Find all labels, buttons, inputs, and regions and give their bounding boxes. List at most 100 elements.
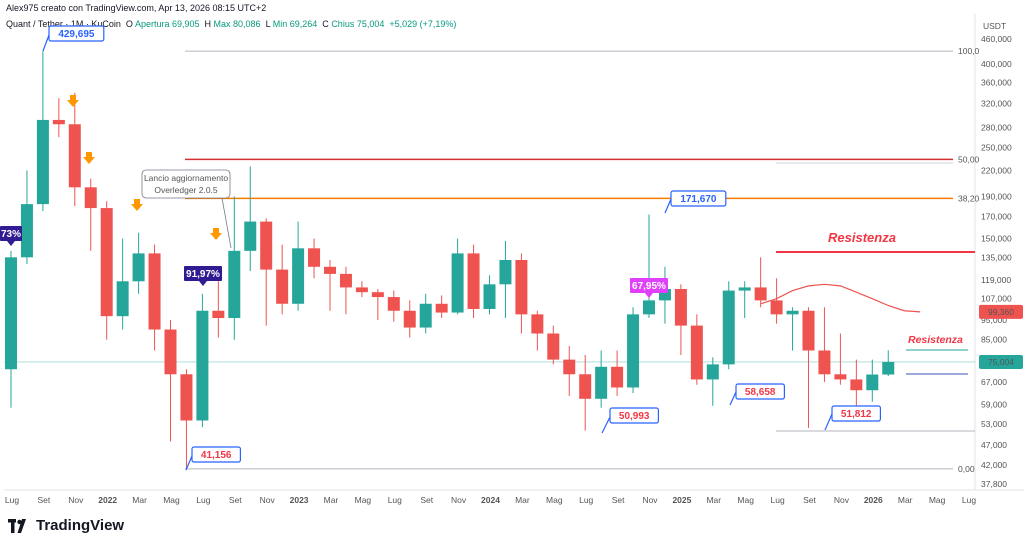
candle-body-53 [850, 379, 863, 391]
candle-13 [212, 281, 225, 338]
price-tick-3: 320,000 [981, 99, 1012, 109]
low-2025b-label-pointer [824, 413, 833, 431]
candle-body-13 [212, 310, 225, 319]
symbol-name: Quant / Tether · 1M · KuCoin [6, 19, 121, 29]
candle-body-37 [595, 366, 608, 399]
fib-label-1: 50,00 [958, 154, 980, 164]
time-tick-15: 2024 [481, 495, 500, 505]
currency-label: USDT [983, 21, 1006, 31]
candle-body-52 [834, 374, 847, 380]
time-tick-3: 2022 [98, 495, 117, 505]
time-tick-6: Lug [196, 495, 210, 505]
time-tick-17: Mag [546, 495, 563, 505]
high-2024-label-text: 171,670 [680, 194, 717, 205]
candle-body-35 [563, 359, 576, 375]
time-tick-24: Lug [771, 495, 785, 505]
price-tick-18: 53,000 [981, 419, 1007, 429]
time-tick-5: Mag [163, 495, 180, 505]
symbol-info-line: Quant / Tether · 1M · KuCoin O Apertura … [6, 19, 456, 29]
price-tick-1: 400,000 [981, 59, 1012, 69]
ath-label-text: 429,695 [58, 29, 95, 40]
current-price-badge-text: 75,004 [988, 357, 1014, 367]
candle-19 [308, 238, 321, 279]
time-tick-14: Nov [451, 495, 467, 505]
low-2025b-label-box [831, 405, 882, 422]
candle-52 [834, 333, 847, 385]
change-value: +5,029 (+7,19%) [389, 19, 457, 29]
down-arrow-3 [210, 228, 222, 240]
price-tick-7: 190,000 [981, 191, 1012, 201]
candle-39 [627, 307, 640, 394]
candle-body-41 [658, 288, 671, 301]
pct-flag-1-box [184, 266, 222, 281]
candle-body-2 [36, 119, 49, 205]
candle-body-21 [339, 273, 352, 288]
candle-45 [722, 281, 735, 370]
time-tick-13: Set [420, 495, 433, 505]
candle-body-36 [579, 374, 592, 399]
pct-flag-0-box [0, 226, 22, 241]
candle-27 [435, 295, 448, 319]
candle-body-55 [882, 361, 895, 375]
candle-11 [180, 369, 193, 469]
note-box-frame [141, 169, 231, 199]
time-tick-23: Mag [737, 495, 754, 505]
candle-18 [292, 221, 305, 311]
candle-body-38 [611, 366, 624, 388]
time-tick-10: Mar [324, 495, 339, 505]
candle-body-10 [164, 329, 177, 375]
candle-body-25 [403, 310, 416, 328]
candle-body-12 [196, 310, 209, 421]
candle-9 [148, 244, 161, 351]
candle-body-34 [547, 333, 560, 360]
time-tick-30: Lug [962, 495, 976, 505]
candle-3 [52, 98, 65, 138]
candle-7 [116, 238, 129, 330]
price-tick-19: 47,000 [981, 440, 1007, 450]
time-tick-4: Mar [132, 495, 147, 505]
low-2022-label-pointer [185, 455, 193, 471]
candle-body-24 [387, 297, 400, 311]
price-tick-13: 95,000 [981, 315, 1007, 325]
candle-body-26 [419, 303, 432, 328]
candle-body-0 [5, 257, 17, 370]
candle-body-27 [435, 303, 448, 313]
candle-23 [371, 288, 384, 320]
time-tick-12: Lug [388, 495, 402, 505]
pct-flag-0-text: 73% [1, 229, 21, 240]
time-tick-21: 2025 [672, 495, 691, 505]
author-line: Alex975 creato con TradingView.com, Apr … [6, 3, 267, 13]
candle-body-28 [451, 253, 464, 313]
low-2025a-label-pointer [729, 391, 737, 406]
high-value: Max 80,086 [213, 19, 261, 29]
close-value: Chius 75,004 [331, 19, 385, 29]
candle-48 [770, 278, 783, 324]
candle-35 [563, 346, 576, 396]
candle-37 [595, 350, 608, 408]
candle-body-43 [690, 325, 703, 380]
candle-10 [164, 319, 177, 442]
tradingview-logo[interactable]: TradingView [8, 517, 124, 534]
candle-17 [276, 244, 289, 315]
time-tick-29: Mag [929, 495, 946, 505]
open-value: Apertura 69,905 [134, 19, 200, 29]
current-price-badge-box [979, 354, 1023, 369]
candle-24 [387, 290, 400, 322]
time-tick-20: Nov [642, 495, 658, 505]
ma-price-badge-text: 99,360 [988, 307, 1014, 317]
brand-name: TradingView [36, 517, 125, 534]
time-tick-27: 2026 [864, 495, 883, 505]
price-axis: USDT 460,000 400,000 360,000 320,000 280,000 2… [979, 21, 1023, 489]
candle-6 [100, 201, 113, 340]
candle-body-6 [100, 208, 113, 317]
time-tick-18: Lug [579, 495, 593, 505]
pct-flag-2-text: 67,95% [632, 281, 666, 292]
note-line-1: Lancio aggiornamento [144, 173, 228, 183]
time-tick-7: Set [229, 495, 242, 505]
candle-14 [228, 196, 241, 340]
resistance-label-1: Resistenza [828, 230, 896, 245]
candle-body-45 [722, 290, 735, 365]
candle-body-46 [738, 287, 751, 291]
candle-0 [5, 250, 17, 408]
